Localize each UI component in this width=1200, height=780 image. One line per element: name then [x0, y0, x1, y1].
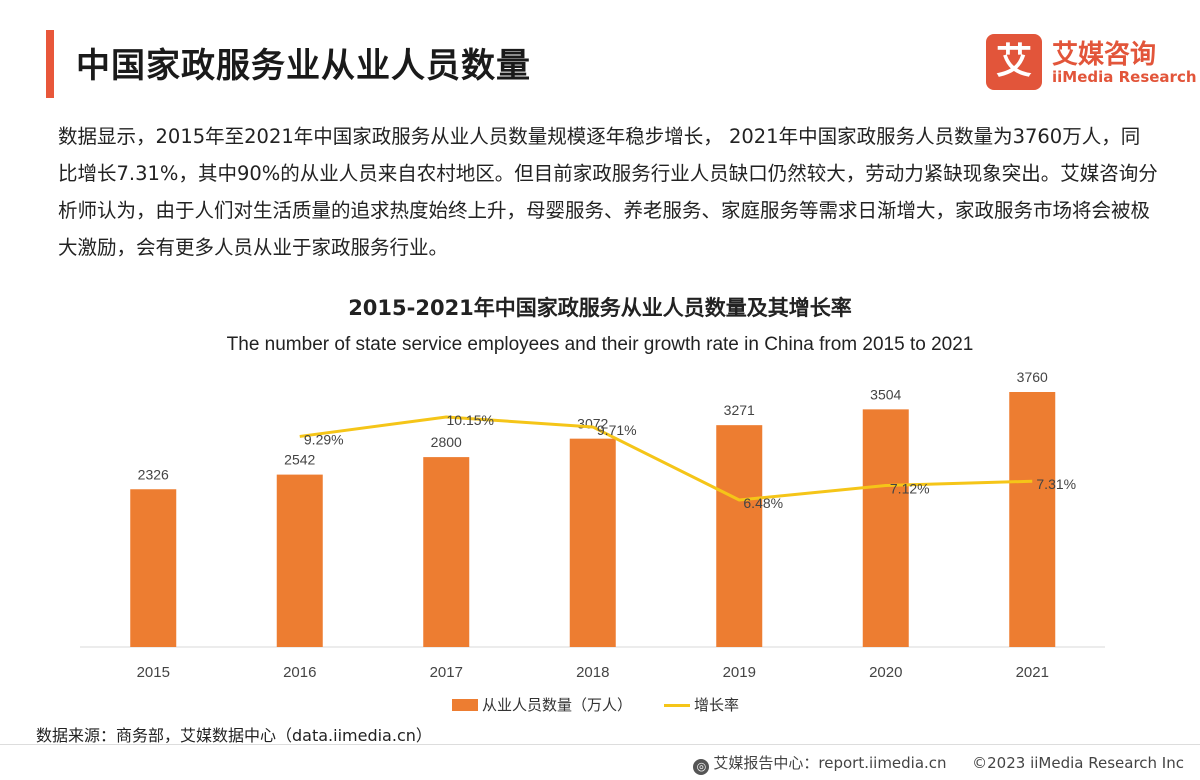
footer-copyright: ©2023 iiMedia Research Inc: [972, 754, 1184, 772]
iimedia-logo: 艾 艾媒咨询 iiMedia Research: [986, 34, 1197, 90]
chart-subtitle: The number of state service employees an…: [226, 334, 974, 355]
bar-label-2021: 3760: [1017, 369, 1048, 385]
bar-2020: [862, 409, 909, 647]
x-tick-2016: 2016: [283, 664, 316, 681]
legend-label-bar: 从业人员数量（万人）: [482, 696, 633, 714]
growth-label-2017: 10.15%: [447, 412, 494, 428]
bar-2017: [423, 457, 470, 647]
legend-swatch-bar: [452, 699, 478, 711]
x-tick-2019: 2019: [723, 664, 756, 681]
bar-label-2017: 2800: [431, 434, 462, 450]
data-source: 数据来源：商务部，艾媒数据中心（data.iimedia.cn）: [36, 726, 432, 745]
legend-label-line: 增长率: [694, 696, 740, 714]
growth-label-2021: 7.31%: [1036, 476, 1076, 492]
x-tick-2018: 2018: [576, 664, 609, 681]
bar-label-2020: 3504: [870, 386, 901, 402]
growth-label-2020: 7.12%: [890, 481, 930, 497]
growth-label-2016: 9.29%: [304, 431, 344, 447]
x-tick-2021: 2021: [1016, 664, 1049, 681]
footer-divider: [0, 744, 1200, 745]
bar-label-2015: 2326: [138, 466, 169, 482]
logo-mark: 艾: [986, 34, 1042, 90]
bar-2021: [1009, 392, 1056, 647]
footer-report: 艾媒报告中心：report.iimedia.cn: [713, 754, 947, 772]
bar-label-2016: 2542: [284, 452, 315, 468]
bar-2019: [716, 425, 763, 647]
logo-name-cn: 艾媒咨询: [1052, 40, 1157, 70]
intro-paragraph: 数据显示，2015年至2021年中国家政服务从业人员数量规模逐年稳步增长， 20…: [58, 125, 1158, 259]
combo-chart: 2326201525422016280020173072201832712019…: [80, 369, 1105, 681]
page-title: 中国家政服务业从业人员数量: [76, 46, 531, 86]
logo-name-en: iiMedia Research: [1052, 68, 1197, 86]
legend-swatch-line: [664, 704, 690, 707]
x-tick-2020: 2020: [869, 664, 902, 681]
bar-2018: [569, 438, 616, 647]
footer: ◎ 艾媒报告中心：report.iimedia.cn ©2023 iiMedia …: [693, 752, 1184, 775]
title-accent-bar: [46, 30, 54, 98]
x-tick-2017: 2017: [430, 664, 463, 681]
growth-rate-line: [299, 415, 1033, 502]
bar-2016: [276, 474, 323, 647]
bar-label-2019: 3271: [724, 402, 755, 418]
bar-2015: [130, 489, 177, 647]
growth-label-2018: 9.71%: [597, 422, 637, 438]
growth-label-2019: 6.48%: [743, 495, 783, 511]
chart-title: 2015-2021年中国家政服务从业人员数量及其增长率: [348, 296, 852, 320]
x-tick-2015: 2015: [137, 664, 170, 681]
report-center-icon: ◎: [693, 759, 710, 775]
